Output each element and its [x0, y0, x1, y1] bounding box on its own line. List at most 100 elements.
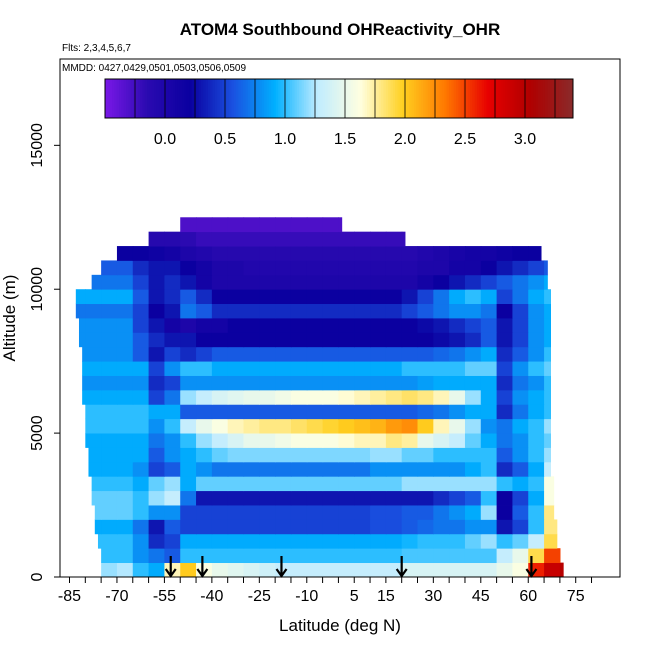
heatmap-cell	[101, 418, 118, 434]
colorbar-segment	[196, 79, 200, 118]
colorbar-segment	[231, 79, 235, 118]
heatmap-cell	[243, 289, 260, 305]
heatmap-cell	[275, 332, 292, 348]
heatmap-cell	[196, 217, 213, 233]
heatmap-cell	[401, 389, 419, 405]
heatmap-cell	[75, 289, 86, 305]
heatmap-cell	[354, 404, 371, 420]
heatmap-cell	[354, 519, 371, 535]
heatmap-cell	[338, 260, 355, 276]
heatmap-cell	[275, 375, 292, 391]
heatmap-cell	[338, 289, 355, 305]
heatmap-cell	[259, 332, 276, 348]
heatmap-cell	[401, 361, 419, 376]
heatmap-cell	[528, 389, 545, 405]
colorbar-segment	[315, 79, 319, 118]
heatmap-cell	[496, 274, 514, 290]
heatmap-cell	[116, 476, 134, 492]
heatmap-cell	[227, 490, 245, 506]
heatmap-cell	[449, 375, 466, 391]
heatmap-cell	[464, 303, 482, 319]
colorbar-segment	[320, 79, 324, 118]
heatmap-cell	[480, 505, 498, 520]
heatmap-cell	[275, 433, 292, 448]
colorbar-segment	[378, 79, 382, 118]
heatmap-cell	[243, 519, 260, 535]
heatmap-cell	[417, 332, 434, 348]
heatmap-cell	[164, 476, 181, 492]
colorbar-segment	[430, 79, 434, 118]
heatmap-cell	[259, 231, 276, 247]
heatmap-cell	[528, 318, 545, 333]
colorbar-segment	[427, 79, 431, 118]
heatmap-cell	[164, 447, 181, 463]
heatmap-cell	[449, 361, 466, 376]
heatmap-cell	[449, 519, 466, 535]
heatmap-cell	[496, 562, 514, 578]
heatmap-cell	[148, 361, 166, 376]
heatmap-cell	[433, 533, 450, 549]
heatmap-cell	[433, 246, 450, 261]
heatmap-cell	[401, 418, 419, 434]
heatmap-cell	[401, 505, 419, 520]
heatmap-cell	[132, 461, 150, 477]
y-axis-label: Altitude (m)	[0, 275, 19, 362]
heatmap-cell	[132, 303, 150, 319]
heatmap-cell	[496, 346, 514, 362]
colorbar-segment	[540, 79, 544, 118]
heatmap-cell	[275, 303, 292, 319]
colorbar-segment	[350, 79, 354, 118]
heatmap-cell	[180, 418, 197, 434]
heatmap-cell	[449, 548, 466, 564]
colorbar-segment	[191, 79, 195, 118]
heatmap-cell	[370, 231, 387, 247]
colorbar-segment	[177, 79, 181, 118]
colorbar-segment	[137, 79, 141, 118]
heatmap-cell	[338, 447, 355, 463]
heatmap-cell	[275, 217, 292, 233]
heatmap-cell	[496, 418, 514, 434]
colorbar-segment	[161, 79, 164, 118]
heatmap-cell	[433, 361, 450, 376]
colorbar-segment	[549, 79, 553, 118]
heatmap-cell	[322, 389, 340, 405]
heatmap-cell	[259, 389, 276, 405]
heatmap-cell	[243, 361, 260, 376]
heatmap-cell	[464, 548, 482, 564]
heatmap-cell	[164, 289, 181, 305]
heatmap-cell	[116, 346, 134, 362]
heatmap-cell	[227, 375, 245, 391]
heatmap-cell	[148, 274, 166, 290]
heatmap-cell	[211, 274, 229, 290]
colorbar-segment	[413, 79, 417, 118]
colorbar-segment	[217, 79, 221, 118]
heatmap-cell	[385, 490, 403, 506]
heatmap-cell	[512, 260, 529, 276]
heatmap-cell	[148, 519, 166, 535]
heatmap-cell	[227, 274, 245, 290]
heatmap-cell	[91, 476, 102, 492]
colorbar-segment	[114, 79, 118, 118]
heatmap-cell	[385, 533, 403, 549]
heatmap-cell	[544, 260, 548, 276]
heatmap-cell	[512, 490, 529, 506]
heatmap-cell	[544, 346, 551, 362]
colorbar-segment	[285, 79, 289, 118]
heatmap-cell	[417, 447, 434, 463]
colorbar-segment	[327, 79, 331, 118]
heatmap-cell	[401, 274, 419, 290]
heatmap-cell	[306, 519, 324, 535]
heatmap-cell	[354, 289, 371, 305]
heatmap-cell	[480, 303, 498, 319]
colorbar-segment	[399, 79, 403, 118]
heatmap-cell	[259, 375, 276, 391]
heatmap-cell	[544, 519, 558, 535]
x-tick-label: -55	[153, 588, 176, 605]
colorbar-tick-label: 2.5	[454, 131, 476, 148]
colorbar-segment	[301, 79, 305, 118]
heatmap-cell	[322, 404, 340, 420]
colorbar-segment	[205, 79, 209, 118]
colorbar-segment	[369, 79, 373, 118]
colorbar-segment	[519, 79, 523, 118]
colorbar-segment	[172, 79, 176, 118]
